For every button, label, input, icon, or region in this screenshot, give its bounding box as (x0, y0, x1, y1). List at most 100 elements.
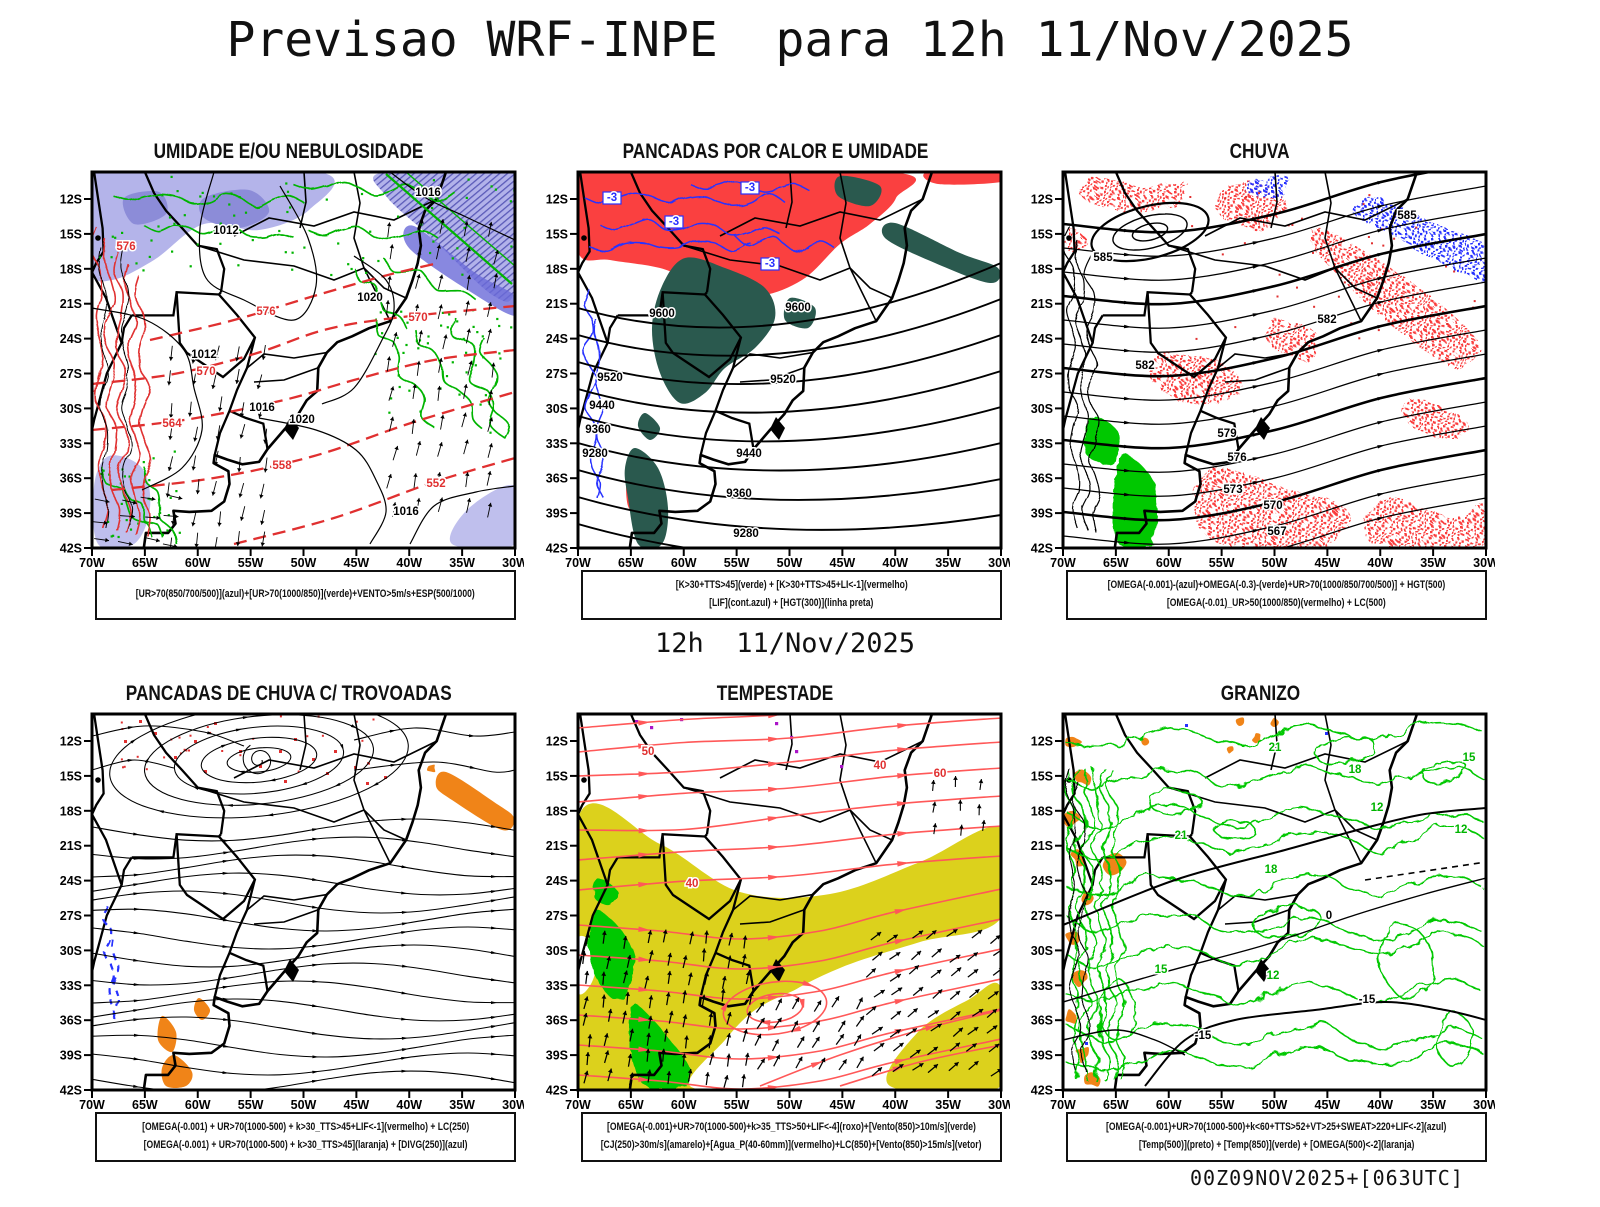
svg-text:39S: 39S (546, 507, 568, 521)
svg-text:9360: 9360 (585, 424, 611, 436)
legend-line: [Temp(500)](preto) + [Temp(850)](verde) … (1139, 1137, 1414, 1155)
svg-text:30W: 30W (988, 1098, 1010, 1110)
svg-text:12S: 12S (60, 735, 82, 749)
svg-text:-3: -3 (745, 182, 755, 194)
legend-line: [OMEGA(-0.001) + UR>70(1000-500) + k>30_… (142, 1119, 469, 1137)
svg-text:21S: 21S (546, 297, 568, 311)
svg-text:12: 12 (1267, 970, 1280, 982)
svg-text:33S: 33S (1031, 437, 1053, 451)
svg-text:60W: 60W (671, 1098, 697, 1110)
panel-title: GRANIZO (1025, 682, 1495, 706)
svg-text:60W: 60W (671, 556, 697, 568)
svg-text:9440: 9440 (736, 448, 762, 460)
svg-text:42S: 42S (1031, 1084, 1053, 1098)
svg-text:15: 15 (1463, 752, 1476, 764)
svg-text:15S: 15S (546, 769, 568, 783)
lif-label: -3 (741, 182, 759, 194)
svg-text:55W: 55W (1209, 1098, 1235, 1110)
svg-text:564: 564 (162, 418, 182, 430)
svg-text:576: 576 (116, 241, 135, 253)
svg-text:15S: 15S (1031, 227, 1053, 241)
svg-text:576: 576 (256, 306, 275, 318)
svg-text:55W: 55W (238, 1098, 264, 1110)
svg-text:-15: -15 (1359, 994, 1376, 1006)
svg-text:65W: 65W (618, 556, 644, 568)
svg-text:60: 60 (934, 768, 947, 780)
svg-text:39S: 39S (1031, 507, 1053, 521)
svg-text:45W: 45W (1315, 556, 1341, 568)
svg-text:30W: 30W (988, 556, 1010, 568)
svg-text:9280: 9280 (582, 448, 608, 460)
svg-text:18: 18 (1265, 864, 1278, 876)
legend-line: [OMEGA(-0.01)_UR>50(1000/850)(vermelho) … (1167, 595, 1386, 613)
svg-text:36S: 36S (546, 472, 568, 486)
svg-text:27S: 27S (546, 367, 568, 381)
svg-text:50W: 50W (291, 556, 317, 568)
svg-text:27S: 27S (60, 909, 82, 923)
svg-text:30S: 30S (60, 402, 82, 416)
svg-text:35W: 35W (1420, 556, 1446, 568)
svg-text:70W: 70W (1050, 556, 1076, 568)
svg-text:18S: 18S (546, 262, 568, 276)
svg-text:40W: 40W (396, 1098, 422, 1110)
svg-text:9600: 9600 (785, 302, 811, 314)
svg-text:65W: 65W (132, 1098, 158, 1110)
legend-line: [CJ(250)>30m/s](amarelo)+[Agua_P(40-60mm… (601, 1137, 982, 1155)
svg-text:33S: 33S (60, 979, 82, 993)
svg-text:18S: 18S (60, 804, 82, 818)
svg-text:40W: 40W (1367, 1098, 1393, 1110)
svg-text:21S: 21S (1031, 839, 1053, 853)
page-title: Previsao WRF-INPE para 12h 11/Nov/2025 (0, 12, 1580, 68)
svg-text:15: 15 (1155, 964, 1168, 976)
svg-text:36S: 36S (60, 1014, 82, 1028)
svg-text:579: 579 (1217, 428, 1236, 440)
svg-text:65W: 65W (618, 1098, 644, 1110)
legend-line: [OMEGA(-0.001)-(azul)+OMEGA(-0.3)-(verde… (1108, 577, 1446, 595)
legend-trovoadas: [OMEGA(-0.001) + UR>70(1000-500) + k>30_… (95, 1112, 516, 1162)
svg-text:582: 582 (1317, 314, 1336, 326)
svg-text:55W: 55W (238, 556, 264, 568)
svg-text:60W: 60W (1156, 1098, 1182, 1110)
svg-text:36S: 36S (1031, 472, 1053, 486)
svg-text:27S: 27S (1031, 367, 1053, 381)
lif-label: -3 (665, 216, 683, 228)
svg-text:42S: 42S (546, 1084, 568, 1098)
legend-line: [OMEGA(-0.001) + UR>70(1000-500) + k>30_… (144, 1137, 468, 1155)
svg-text:42S: 42S (60, 542, 82, 556)
svg-text:21S: 21S (1031, 297, 1053, 311)
svg-text:42S: 42S (1031, 542, 1053, 556)
svg-text:30W: 30W (502, 1098, 524, 1110)
legend-umidade: [UR>70(850/700/500)](azul)+[UR>70(1000/8… (95, 570, 516, 620)
svg-text:30W: 30W (1473, 1098, 1495, 1110)
svg-text:9440: 9440 (589, 400, 615, 412)
svg-text:1016: 1016 (249, 402, 275, 414)
legend-pancadas-calor: [K>30+TTS>45](verde) + [K>30+TTS>45+LI<-… (581, 570, 1002, 620)
svg-text:39S: 39S (60, 1049, 82, 1063)
svg-text:15S: 15S (60, 227, 82, 241)
panel-title: PANCADAS DE CHUVA C/ TROVOADAS (54, 682, 524, 706)
legend-chuva: [OMEGA(-0.001)-(azul)+OMEGA(-0.3)-(verde… (1066, 570, 1487, 620)
svg-text:50: 50 (642, 746, 655, 758)
svg-text:12S: 12S (546, 735, 568, 749)
svg-text:24S: 24S (60, 332, 82, 346)
svg-text:36S: 36S (546, 1014, 568, 1028)
svg-text:35W: 35W (935, 556, 961, 568)
svg-text:40W: 40W (1367, 556, 1393, 568)
svg-text:65W: 65W (1103, 1098, 1129, 1110)
svg-text:27S: 27S (546, 909, 568, 923)
svg-text:585: 585 (1397, 210, 1417, 222)
svg-text:30S: 30S (546, 944, 568, 958)
legend-tempestade: [OMEGA(-0.001)+UR>70(1000-500)+k>35_TTS>… (581, 1112, 1002, 1162)
svg-text:35W: 35W (1420, 1098, 1446, 1110)
svg-text:18S: 18S (1031, 804, 1053, 818)
svg-text:45W: 45W (344, 1098, 370, 1110)
svg-text:-3: -3 (765, 258, 775, 270)
svg-text:60W: 60W (185, 1098, 211, 1110)
